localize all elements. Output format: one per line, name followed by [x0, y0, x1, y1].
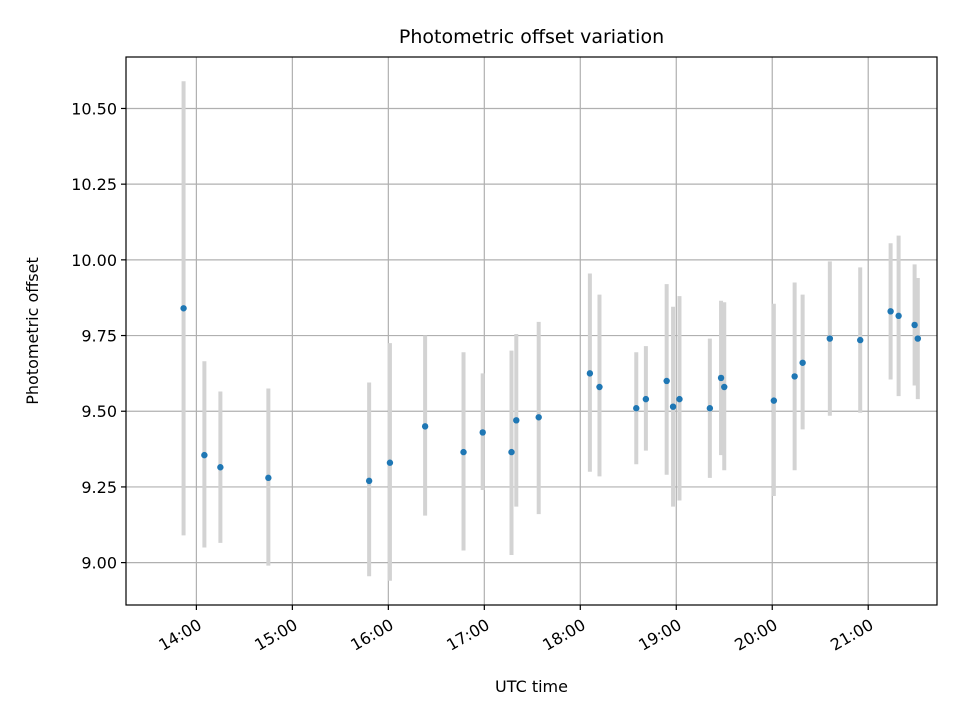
data-point: [535, 414, 542, 421]
data-point: [826, 335, 834, 342]
data-point: [717, 374, 725, 382]
y-axis-label: Photometric offset: [23, 257, 42, 405]
data-point: [586, 370, 594, 377]
x-axis-label: UTC time: [495, 677, 568, 696]
y-tick-label: 9.25: [81, 478, 117, 497]
y-tick-label: 10.25: [71, 175, 117, 194]
data-point: [180, 305, 187, 312]
data-point: [421, 423, 429, 430]
data-point: [669, 403, 677, 410]
y-tick-label: 9.00: [81, 554, 117, 573]
data-point: [770, 397, 778, 404]
data-point: [265, 474, 272, 482]
data-point: [201, 451, 208, 459]
data-points: [180, 305, 922, 485]
y-tick-label: 9.75: [81, 327, 117, 346]
data-point: [887, 308, 894, 315]
data-point: [895, 312, 902, 320]
data-point: [799, 359, 806, 366]
data-point: [633, 405, 640, 412]
plot-area: [126, 57, 937, 605]
y-tick-label: 10.50: [71, 99, 117, 118]
data-point: [857, 336, 864, 344]
y-tick-label: 9.50: [81, 402, 117, 421]
data-point: [721, 383, 728, 391]
data-point: [479, 429, 486, 436]
plot-frame: [125, 56, 938, 606]
data-point: [642, 395, 650, 403]
data-point: [513, 417, 520, 424]
data-point: [706, 405, 714, 412]
data-point: [663, 377, 670, 385]
data-point: [791, 373, 798, 380]
data-point: [914, 335, 922, 342]
data-point: [217, 464, 224, 471]
data-point: [676, 395, 683, 403]
data-point: [460, 448, 467, 456]
chart-title: Photometric offset variation: [399, 26, 664, 48]
data-point: [596, 383, 603, 391]
data-point: [365, 477, 373, 485]
data-point: [386, 459, 394, 466]
data-point: [911, 321, 918, 329]
y-tick-label: 10.00: [71, 251, 117, 270]
data-point: [508, 448, 515, 456]
